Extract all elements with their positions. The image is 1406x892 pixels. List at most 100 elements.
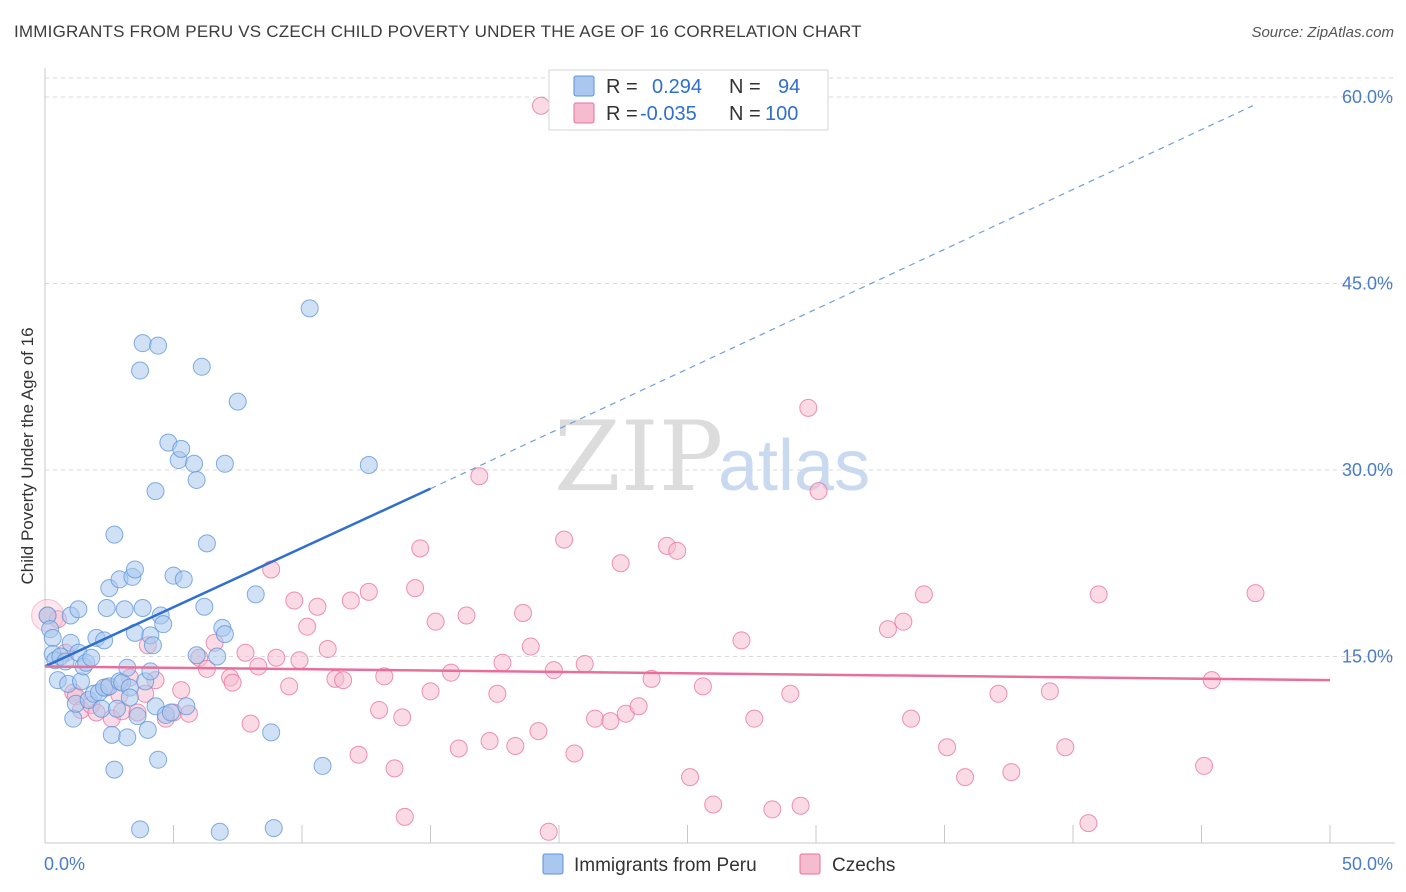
czech-point bbox=[601, 712, 620, 731]
watermark: ZIP atlas bbox=[554, 401, 870, 513]
legend-peru-n: 94 bbox=[778, 76, 800, 98]
czech-point bbox=[938, 738, 957, 757]
peru-point bbox=[105, 760, 124, 779]
peru-point bbox=[125, 560, 144, 579]
legend-peru-r-label: R = bbox=[606, 76, 638, 98]
czech-point bbox=[745, 709, 764, 728]
czech-point bbox=[385, 759, 404, 778]
peru-point bbox=[359, 456, 378, 475]
peru-point bbox=[92, 699, 111, 718]
czech-point bbox=[172, 681, 191, 700]
peru-point bbox=[102, 725, 121, 744]
y-tick-labels: 15.0% 30.0% 45.0% 60.0% bbox=[1342, 87, 1393, 667]
czech-point bbox=[629, 697, 648, 716]
trend-lines bbox=[44, 105, 1331, 682]
czech-point bbox=[642, 669, 661, 688]
czech-point bbox=[1195, 756, 1214, 775]
czech-point bbox=[249, 657, 268, 676]
peru-point bbox=[131, 820, 150, 839]
czechs-points bbox=[31, 96, 1265, 841]
czech-point bbox=[529, 722, 548, 741]
czech-point bbox=[539, 822, 558, 841]
peru-point bbox=[187, 470, 206, 489]
peru-point bbox=[82, 648, 101, 667]
axes bbox=[44, 68, 1395, 844]
czech-point bbox=[514, 603, 533, 622]
peru-point bbox=[262, 723, 281, 742]
czech-point bbox=[421, 682, 440, 701]
czech-point bbox=[532, 96, 551, 115]
czech-trend-line bbox=[44, 665, 1331, 682]
legend-peru-n-label: N = bbox=[729, 76, 761, 98]
czech-point bbox=[241, 714, 260, 733]
czech-point bbox=[681, 768, 700, 787]
czech-point bbox=[298, 617, 317, 636]
czech-point bbox=[668, 541, 687, 560]
x-tick-label: 50.0% bbox=[1342, 854, 1393, 874]
czech-point bbox=[449, 739, 468, 758]
peru-point bbox=[300, 299, 319, 318]
czech-point bbox=[457, 606, 476, 625]
chart-title: IMMIGRANTS FROM PERU VS CZECH CHILD POVE… bbox=[14, 22, 862, 41]
czech-point bbox=[359, 582, 378, 601]
peru-point bbox=[138, 720, 157, 739]
peru-point bbox=[71, 672, 90, 691]
peru-point bbox=[154, 615, 173, 634]
peru-point bbox=[128, 707, 147, 726]
czech-point bbox=[406, 579, 425, 598]
legend-peru-r: 0.294 bbox=[652, 76, 702, 98]
peru-point bbox=[118, 728, 137, 747]
czech-point bbox=[704, 795, 723, 814]
peru-point bbox=[149, 336, 168, 355]
czech-point bbox=[236, 643, 255, 662]
bottom-legend-czech-swatch bbox=[799, 853, 821, 875]
peru-point bbox=[192, 357, 211, 376]
peru-point bbox=[215, 625, 234, 644]
peru-point bbox=[149, 750, 168, 769]
peru-point bbox=[143, 636, 162, 655]
czech-point bbox=[521, 637, 540, 656]
czech-point bbox=[395, 807, 414, 826]
peru-point bbox=[161, 703, 180, 722]
y-axis-label: Child Poverty Under the Age of 16 bbox=[18, 327, 37, 584]
czech-point bbox=[763, 800, 782, 819]
series-legend: Immigrants from Peru Czechs bbox=[542, 853, 895, 876]
czech-point bbox=[894, 612, 913, 631]
czech-point bbox=[956, 768, 975, 787]
czech-point bbox=[585, 709, 604, 728]
czech-point bbox=[341, 591, 360, 610]
peru-point bbox=[141, 662, 160, 681]
peru-point bbox=[105, 525, 124, 544]
bottom-legend-peru-swatch bbox=[542, 853, 564, 875]
peru-point bbox=[133, 334, 152, 353]
y-tick-label: 15.0% bbox=[1342, 647, 1393, 667]
watermark-atlas: atlas bbox=[718, 426, 870, 506]
peru-point bbox=[131, 361, 150, 380]
czech-point bbox=[480, 732, 499, 751]
czech-point bbox=[393, 708, 412, 727]
peru-point bbox=[133, 599, 152, 618]
watermark-zip: ZIP bbox=[554, 401, 723, 513]
czech-point bbox=[1002, 763, 1021, 782]
peru-points bbox=[38, 299, 378, 841]
czech-point bbox=[493, 653, 512, 672]
peru-point bbox=[197, 534, 216, 553]
czech-point bbox=[732, 631, 751, 650]
peru-trend-extension bbox=[430, 105, 1254, 490]
legend-czech-n-label: N = bbox=[729, 103, 761, 125]
czech-point bbox=[267, 648, 286, 667]
bottom-legend-czech-label: Czechs bbox=[832, 855, 895, 876]
peru-point bbox=[69, 600, 88, 619]
peru-point bbox=[177, 697, 196, 716]
stats-legend: R = 0.294 N = 94 R = -0.035 N = 100 bbox=[548, 69, 829, 131]
peru-point bbox=[187, 646, 206, 665]
legend-peru-swatch bbox=[573, 75, 595, 97]
peru-point bbox=[264, 819, 283, 838]
czech-point bbox=[565, 744, 584, 763]
peru-point bbox=[215, 454, 234, 473]
x-tick-labels: 0.0% 50.0% bbox=[44, 854, 1393, 874]
czech-point bbox=[781, 684, 800, 703]
legend-czech-n: 100 bbox=[765, 103, 798, 125]
y-tick-label: 60.0% bbox=[1342, 87, 1393, 107]
